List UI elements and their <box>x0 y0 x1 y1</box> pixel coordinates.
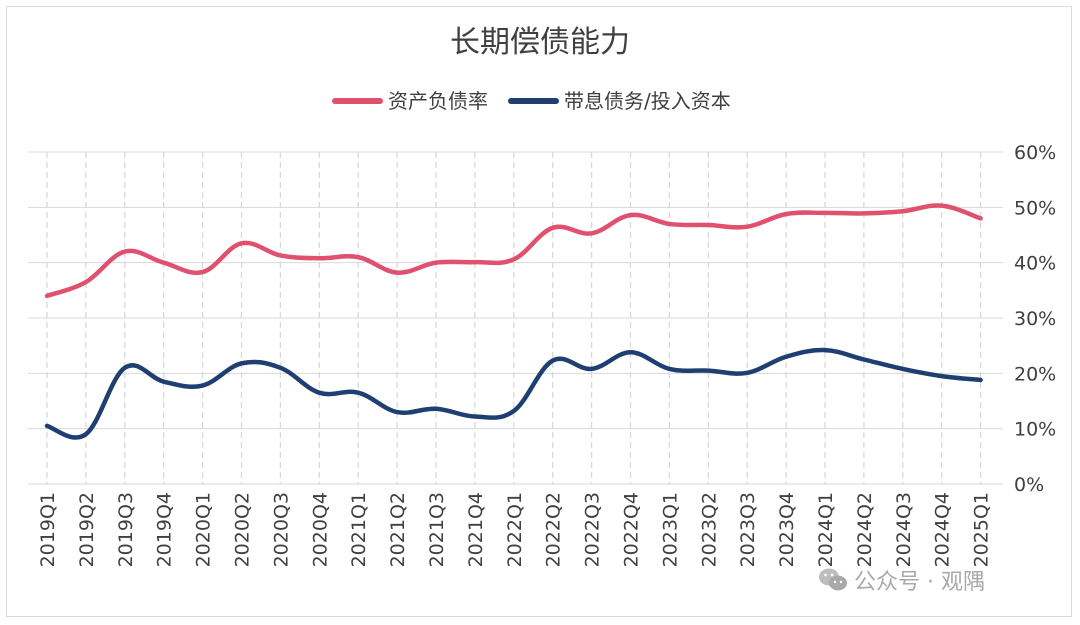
series-line-2 <box>44 347 983 440</box>
x-tick-label: 2019Q3 <box>115 492 137 567</box>
y-tick-label: 40% <box>1014 253 1056 275</box>
chart-title: 长期偿债能力 <box>450 25 630 60</box>
x-tick-label: 2022Q1 <box>504 492 526 567</box>
y-tick-label: 20% <box>1014 363 1056 385</box>
legend-label: 资产负债率 <box>388 89 488 113</box>
y-axis: 0% 10% 20% 30% 40% 50% 60% <box>1014 142 1056 496</box>
x-tick-label: 2022Q2 <box>543 492 565 567</box>
watermark: 公众号 · 观隅 <box>818 564 985 596</box>
x-tick-label: 2024Q1 <box>815 492 837 567</box>
x-tick-label: 2022Q3 <box>582 492 604 567</box>
y-tick-label: 0% <box>1014 474 1044 496</box>
legend: 资产负债率 带息债务/投入资本 <box>332 89 731 113</box>
x-tick-label: 2019Q1 <box>37 492 59 567</box>
x-tick-label: 2022Q4 <box>621 492 643 567</box>
x-tick-label: 2019Q4 <box>154 492 176 567</box>
x-tick-label: 2024Q4 <box>932 492 954 567</box>
chart-frame <box>6 6 1072 617</box>
x-axis: 2019Q1 2019Q2 2019Q3 2019Q4 2020Q1 2020Q2 2020… <box>37 492 993 567</box>
x-tick-label: 2021Q2 <box>387 492 409 567</box>
x-tick-label: 2025Q1 <box>971 492 993 567</box>
y-tick-label: 60% <box>1014 142 1056 164</box>
wechat-icon <box>819 568 847 591</box>
watermark-text: 公众号 · 观隅 <box>854 570 985 595</box>
x-tick-label: 2019Q2 <box>76 492 98 567</box>
x-tick-label: 2024Q2 <box>854 492 876 567</box>
x-tick-label: 2021Q3 <box>426 492 448 567</box>
x-tick-label: 2023Q2 <box>698 492 720 567</box>
legend-label: 带息债务/投入资本 <box>564 89 731 113</box>
x-tick-label: 2020Q2 <box>232 492 254 567</box>
gridlines <box>28 151 1003 485</box>
x-tick-label: 2024Q3 <box>893 492 915 567</box>
x-tick-label: 2023Q4 <box>776 492 798 567</box>
x-tick-label: 2020Q3 <box>270 492 292 567</box>
x-tick-label: 2020Q1 <box>193 492 215 567</box>
series-lines <box>44 203 983 440</box>
x-tick-label: 2020Q4 <box>309 492 331 567</box>
x-tick-label: 2021Q4 <box>465 492 487 567</box>
x-tick-label: 2023Q1 <box>659 492 681 567</box>
series-line-1 <box>44 203 983 299</box>
x-tick-label: 2023Q3 <box>737 492 759 567</box>
y-tick-label: 10% <box>1014 419 1056 441</box>
x-tick-label: 2021Q1 <box>348 492 370 567</box>
y-tick-label: 50% <box>1014 197 1056 219</box>
y-tick-label: 30% <box>1014 308 1056 330</box>
